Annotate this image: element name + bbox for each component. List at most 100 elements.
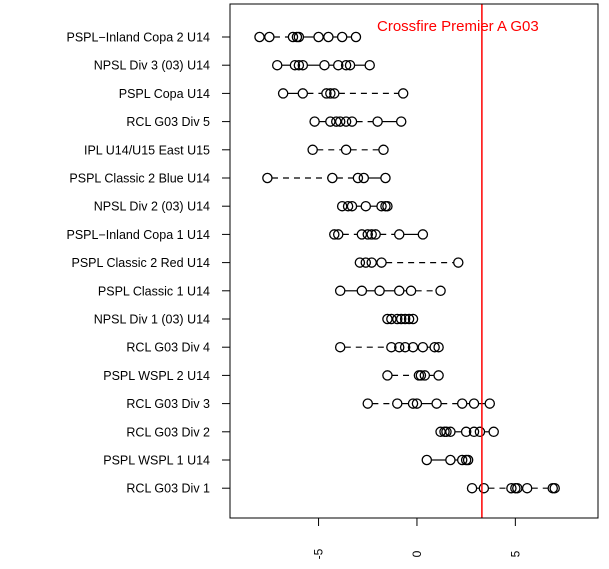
data-point xyxy=(433,370,444,381)
series-row xyxy=(435,426,499,438)
data-rows xyxy=(254,31,560,494)
data-point xyxy=(327,172,338,184)
x-axis: -5 0 5 xyxy=(312,518,522,559)
data-point xyxy=(392,398,403,409)
data-point xyxy=(313,31,324,43)
data-point xyxy=(254,31,265,43)
data-point xyxy=(356,285,368,297)
data-point xyxy=(354,257,366,268)
data-point xyxy=(287,31,299,43)
data-point xyxy=(332,229,344,240)
category-labels: PSPL−Inland Copa 2 U14 NPSL Div 3 (03) U1… xyxy=(66,31,230,496)
data-point xyxy=(332,59,344,71)
series-row xyxy=(354,257,464,268)
data-point xyxy=(419,370,431,381)
data-point xyxy=(521,482,533,494)
series-row xyxy=(262,172,391,184)
data-point xyxy=(468,398,480,409)
data-point xyxy=(417,229,429,240)
data-point xyxy=(417,341,429,353)
category-label: PSPL−Inland Copa 1 U14 xyxy=(66,228,210,242)
data-point xyxy=(403,313,415,325)
data-point xyxy=(395,116,407,127)
series-row xyxy=(362,398,496,409)
data-point xyxy=(407,313,419,325)
data-point xyxy=(277,88,289,99)
data-point xyxy=(445,454,456,466)
data-point xyxy=(297,59,309,71)
data-point xyxy=(488,426,499,438)
data-point xyxy=(370,229,381,240)
data-point xyxy=(456,454,468,466)
data-point xyxy=(393,229,405,240)
category-label: PSPL Copa U14 xyxy=(119,87,210,101)
category-label: RCL G03 Div 2 xyxy=(126,425,210,439)
category-label: NPSL Div 3 (03) U14 xyxy=(94,59,210,73)
data-point xyxy=(264,31,275,43)
data-point xyxy=(399,313,411,325)
data-point xyxy=(362,398,374,409)
data-point xyxy=(468,426,480,438)
data-point xyxy=(372,116,383,127)
category-label: NPSL Div 1 (03) U14 xyxy=(94,313,210,327)
category-label: PSPL Classic 2 Blue U14 xyxy=(69,172,210,186)
series-row xyxy=(334,285,446,297)
data-point xyxy=(460,426,472,438)
series-row xyxy=(329,229,429,240)
data-point xyxy=(441,426,452,438)
category-label: PSPL−Inland Copa 2 U14 xyxy=(66,31,210,45)
series-row xyxy=(336,200,393,212)
data-point xyxy=(478,482,490,494)
data-point xyxy=(360,257,372,268)
data-point xyxy=(309,116,320,127)
category-label: NPSL Div 2 (03) U14 xyxy=(94,200,210,214)
series-row xyxy=(421,454,474,466)
data-point xyxy=(334,341,346,353)
data-point xyxy=(358,172,370,184)
data-point xyxy=(352,172,364,184)
data-point xyxy=(474,426,486,438)
data-point xyxy=(342,200,354,212)
data-point xyxy=(323,31,334,43)
data-point xyxy=(271,59,283,71)
data-point xyxy=(293,31,305,43)
x-tick-label: 5 xyxy=(508,550,522,557)
data-point xyxy=(362,229,374,240)
category-label: PSPL WSPL 1 U14 xyxy=(103,454,210,468)
data-point xyxy=(319,59,330,71)
data-point xyxy=(376,200,387,212)
data-point xyxy=(334,116,346,127)
data-point xyxy=(397,88,409,99)
data-point xyxy=(484,398,496,409)
data-point xyxy=(321,88,332,99)
data-point xyxy=(506,482,517,494)
category-label: PSPL Classic 1 U14 xyxy=(98,284,210,298)
data-point xyxy=(433,341,444,353)
series-row xyxy=(271,59,375,71)
data-point xyxy=(386,341,397,353)
data-point xyxy=(453,257,464,268)
data-point xyxy=(340,116,352,127)
x-tick-label: 0 xyxy=(410,550,424,557)
category-label: PSPL Classic 2 Red U14 xyxy=(72,256,211,270)
data-point xyxy=(346,116,358,127)
category-label: RCL G03 Div 1 xyxy=(126,482,210,496)
data-point xyxy=(374,285,385,297)
data-point xyxy=(340,144,352,156)
series-row xyxy=(254,31,362,43)
data-point xyxy=(407,398,419,409)
data-point xyxy=(334,285,346,297)
x-tick-label: -5 xyxy=(312,548,326,559)
data-point xyxy=(431,398,442,409)
series-row xyxy=(277,88,409,99)
data-point xyxy=(380,172,391,184)
data-point xyxy=(360,200,372,212)
data-point xyxy=(456,398,468,409)
series-row xyxy=(307,144,389,156)
data-point xyxy=(340,59,352,71)
data-point xyxy=(366,257,377,268)
data-point xyxy=(262,172,273,184)
series-row xyxy=(382,313,419,325)
